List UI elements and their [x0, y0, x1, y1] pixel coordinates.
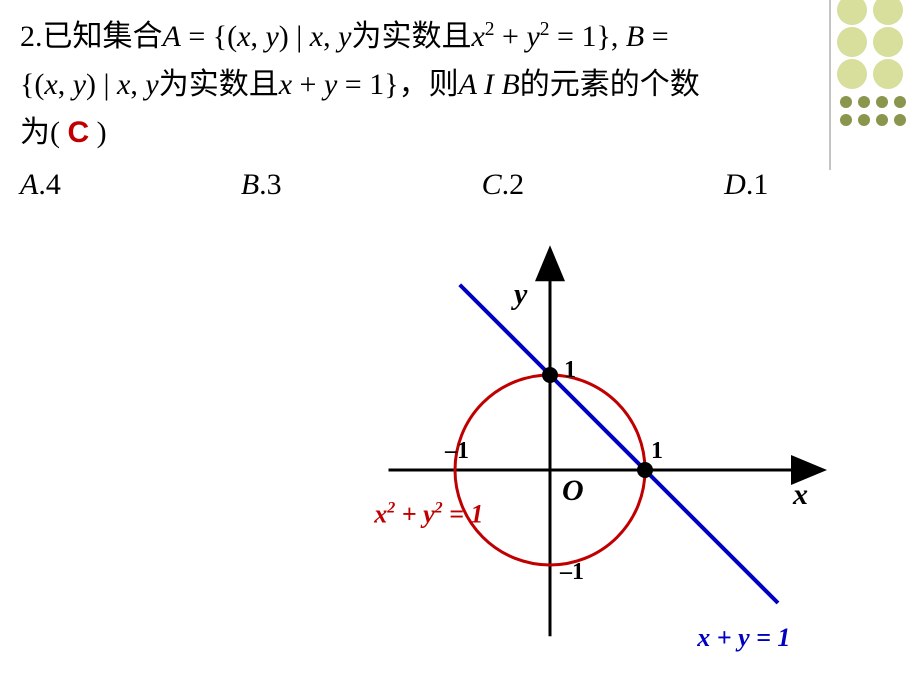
svg-text:–1: –1 — [559, 559, 584, 585]
svg-text:1: 1 — [651, 438, 663, 464]
svg-text:–1: –1 — [444, 438, 469, 464]
choice-A: A — [20, 168, 38, 202]
svg-text:O: O — [562, 474, 584, 507]
choice-D: D — [724, 168, 746, 202]
svg-text:x: x — [792, 478, 808, 511]
answer-letter: C — [68, 116, 90, 149]
answer-choices: A.4B.3C.2D.1 — [20, 168, 768, 202]
svg-text:y: y — [511, 277, 528, 310]
svg-text:x + y = 1: x + y = 1 — [696, 623, 790, 652]
problem-text: 2.已知集合A = {(x, y) | x, y为实数且x2 + y2 = 1}… — [20, 6, 900, 157]
choice-B: B — [241, 168, 259, 202]
slide: 2.已知集合A = {(x, y) | x, y为实数且x2 + y2 = 1}… — [0, 0, 920, 690]
choice-C: C — [482, 168, 502, 202]
problem-number: 2. — [20, 20, 43, 53]
svg-text:x2 + y2 = 1: x2 + y2 = 1 — [373, 499, 483, 528]
coordinate-graph: y x O 1 1 –1 –1 x2 + y2 = 1 x + y = 1 — [340, 230, 840, 690]
svg-text:1: 1 — [564, 357, 576, 383]
